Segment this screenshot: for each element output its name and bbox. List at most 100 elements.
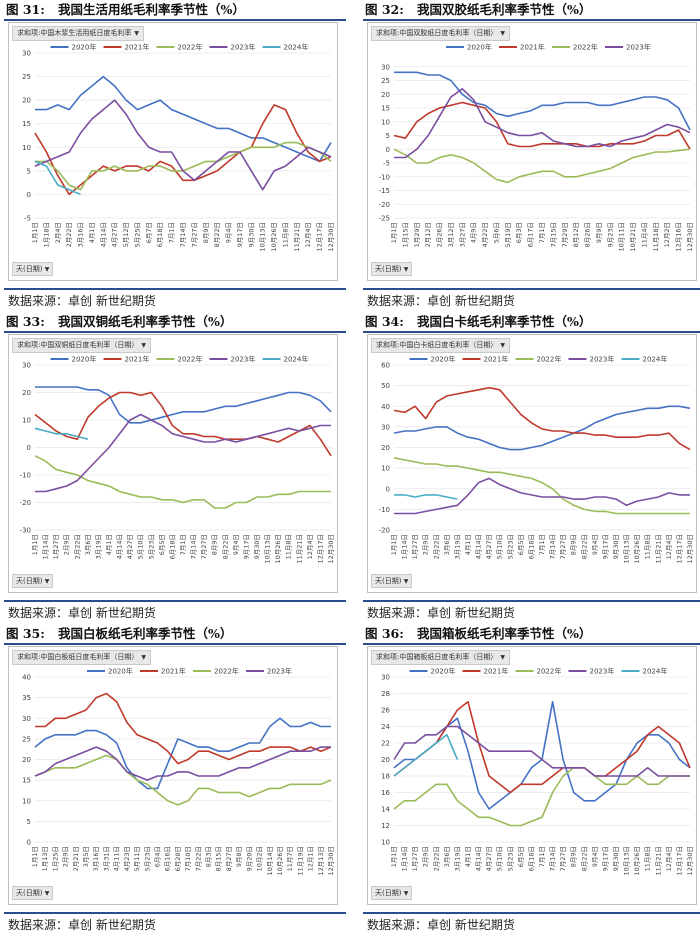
x-tick-label: 4月27日 bbox=[111, 222, 119, 247]
x-tick-label: 9月20日 bbox=[245, 846, 253, 871]
x-tick-label: 11月4日 bbox=[640, 222, 648, 247]
series-line-2021年 bbox=[34, 104, 332, 196]
x-tick-label: 3月27日 bbox=[458, 222, 466, 247]
x-tick-label: 2月26日 bbox=[436, 222, 444, 247]
x-tick-label: 7月1日 bbox=[179, 534, 187, 555]
x-tick-label: 8月27日 bbox=[225, 846, 233, 871]
x-tick-label: 10月21日 bbox=[629, 222, 637, 252]
filter-icon: ▼ bbox=[44, 266, 50, 273]
value-field-button[interactable]: 求和项:中国白卡纸日度毛利率（日期） ▼ bbox=[371, 338, 510, 353]
y-tick-label: 20 bbox=[22, 97, 31, 105]
x-tick-label: 4月1日 bbox=[464, 534, 472, 555]
axis-field-button[interactable]: 天(日期) ▼ bbox=[12, 886, 54, 900]
x-tick-label: 6月18日 bbox=[168, 534, 176, 559]
series-line-2020年 bbox=[34, 717, 331, 790]
figure-number: 图 36: bbox=[365, 626, 404, 641]
x-tick-label: 2月9日 bbox=[422, 534, 430, 555]
value-field-button[interactable]: 求和项:中国白板纸日度毛利率（日期） ▼ bbox=[12, 650, 151, 665]
chart-panel-4: 图 34: 我国白卡纸毛利率季节性（%） -20 -10 0 10 20 30 40 50 60 1月… bbox=[359, 312, 700, 624]
series-line-2020年 bbox=[35, 386, 332, 424]
series-line-2021年 bbox=[393, 386, 691, 451]
x-tick-label: 1月13日 bbox=[41, 846, 49, 871]
y-tick-label: -10 bbox=[20, 472, 31, 480]
y-tick-label: 30 bbox=[22, 50, 31, 58]
x-tick-label: 8月22日 bbox=[221, 534, 229, 559]
x-tick-label: 8月22日 bbox=[580, 846, 588, 871]
x-tick-label: 9月9日 bbox=[595, 222, 603, 243]
x-tick-label: 3月5日 bbox=[82, 846, 90, 867]
chart-title: 图 32: 我国双胶纸毛利率季节性（%） bbox=[365, 0, 591, 20]
x-tick-label: 3月19日 bbox=[453, 846, 461, 871]
x-tick-label: 2月22日 bbox=[432, 534, 440, 559]
y-tick-label: -30 bbox=[20, 527, 31, 535]
x-tick-label: 9月4日 bbox=[591, 846, 599, 867]
y-tick-label: 35 bbox=[22, 694, 31, 702]
series-line-2024年 bbox=[34, 427, 89, 440]
source-note: 数据来源：卓创 新世纪期货 bbox=[8, 918, 156, 932]
axis-field-button[interactable]: 天(日期) ▼ bbox=[371, 574, 413, 588]
x-tick-label: 5月25日 bbox=[133, 222, 141, 247]
x-tick-label: 11月8日 bbox=[281, 222, 289, 247]
x-tick-label: 7月29日 bbox=[561, 222, 569, 247]
x-tick-label: 7月10日 bbox=[184, 846, 192, 871]
x-tick-label: 1月25日 bbox=[51, 846, 59, 871]
y-tick-label: -20 bbox=[379, 201, 390, 209]
line-chart: 10 12 14 16 18 20 22 24 26 28 30 1月1日 1月14日 1月27日 2月9日… bbox=[381, 667, 694, 876]
axis-field-button[interactable]: 天(日期) ▼ bbox=[12, 262, 54, 276]
x-tick-label: 12月4日 bbox=[665, 846, 673, 871]
series-line-2023年 bbox=[34, 99, 332, 191]
chart-title: 图 34: 我国白卡纸毛利率季节性（%） bbox=[365, 312, 591, 332]
y-tick-label: 0 bbox=[27, 191, 31, 199]
axis-field-button[interactable]: 天(日期) ▼ bbox=[371, 886, 413, 900]
filter-icon: ▼ bbox=[44, 578, 50, 585]
x-tick-label: 10月14日 bbox=[266, 846, 274, 876]
x-tick-label: 9月8日 bbox=[235, 846, 243, 867]
x-tick-label: 7月1日 bbox=[538, 222, 546, 243]
value-field-button[interactable]: 求和项:中国箱板纸日度毛利率（日期） ▼ bbox=[371, 650, 510, 665]
legend-label: 2023年 bbox=[626, 43, 651, 52]
x-tick-label: 3月19日 bbox=[94, 534, 102, 559]
x-tick-label: 1月1日 bbox=[31, 534, 39, 555]
y-tick-label: 30 bbox=[381, 423, 390, 431]
x-tick-label: 5月10日 bbox=[496, 534, 504, 559]
x-tick-label: 10月26日 bbox=[633, 846, 641, 876]
x-tick-label: 12月1日 bbox=[307, 846, 315, 871]
legend-label: 2021年 bbox=[484, 355, 509, 364]
x-tick-label: 8月9日 bbox=[570, 846, 578, 867]
legend-label: 2022年 bbox=[214, 667, 239, 676]
x-tick-label: 5月23日 bbox=[147, 534, 155, 559]
x-tick-label: 5月6日 bbox=[492, 222, 500, 243]
legend-label: 2020年 bbox=[72, 43, 97, 52]
chart-frame: -25 -20 -15 -10 -5 0 5 10 15 20 25 30 1月1日 1月15日 1月29日… bbox=[367, 22, 697, 281]
x-tick-label: 7月27日 bbox=[200, 534, 208, 559]
filter-icon: ▼ bbox=[44, 890, 50, 897]
x-tick-label: 7月22日 bbox=[194, 846, 202, 871]
value-field-button[interactable]: 求和项:中国双胶纸日度毛利率（日期） ▼ bbox=[371, 26, 510, 41]
y-tick-label: 30 bbox=[381, 63, 390, 71]
x-tick-label: 4月14日 bbox=[116, 534, 124, 559]
y-tick-label: 50 bbox=[381, 382, 390, 390]
figure-title: 我国双胶纸毛利率季节性（%） bbox=[417, 2, 592, 17]
chart-frame: -30 -20 -10 0 10 20 30 1月1日 1月14日 1月27日 2月9日 2月22日 3… bbox=[8, 334, 338, 593]
legend-label: 2023年 bbox=[590, 355, 615, 364]
filter-icon: ▼ bbox=[403, 578, 409, 585]
legend-label: 2023年 bbox=[231, 43, 256, 52]
source-rule bbox=[363, 288, 700, 290]
x-tick-label: 11月18日 bbox=[652, 222, 660, 252]
x-tick-label: 1月1日 bbox=[390, 534, 398, 555]
value-field-button[interactable]: 求和项:中国木浆生活用纸日度毛利率 ▼ bbox=[12, 26, 144, 41]
x-tick-label: 1月29日 bbox=[413, 222, 421, 247]
x-tick-label: 5月19日 bbox=[504, 222, 512, 247]
axis-field-button[interactable]: 天(日期) ▼ bbox=[12, 574, 54, 588]
axis-field-button[interactable]: 天(日期) ▼ bbox=[371, 262, 413, 276]
x-tick-label: 2月21日 bbox=[72, 846, 80, 871]
x-tick-label: 7月14日 bbox=[190, 534, 198, 559]
x-tick-label: 6月5日 bbox=[517, 846, 525, 867]
value-field-button[interactable]: 求和项:中国双铜纸日度毛利率（日期） ▼ bbox=[12, 338, 151, 353]
x-tick-label: 7月14日 bbox=[549, 846, 557, 871]
y-tick-label: 25 bbox=[381, 77, 390, 85]
legend-label: 2021年 bbox=[125, 355, 150, 364]
legend-label: 2020年 bbox=[431, 355, 456, 364]
series-line-2023年 bbox=[393, 725, 690, 777]
